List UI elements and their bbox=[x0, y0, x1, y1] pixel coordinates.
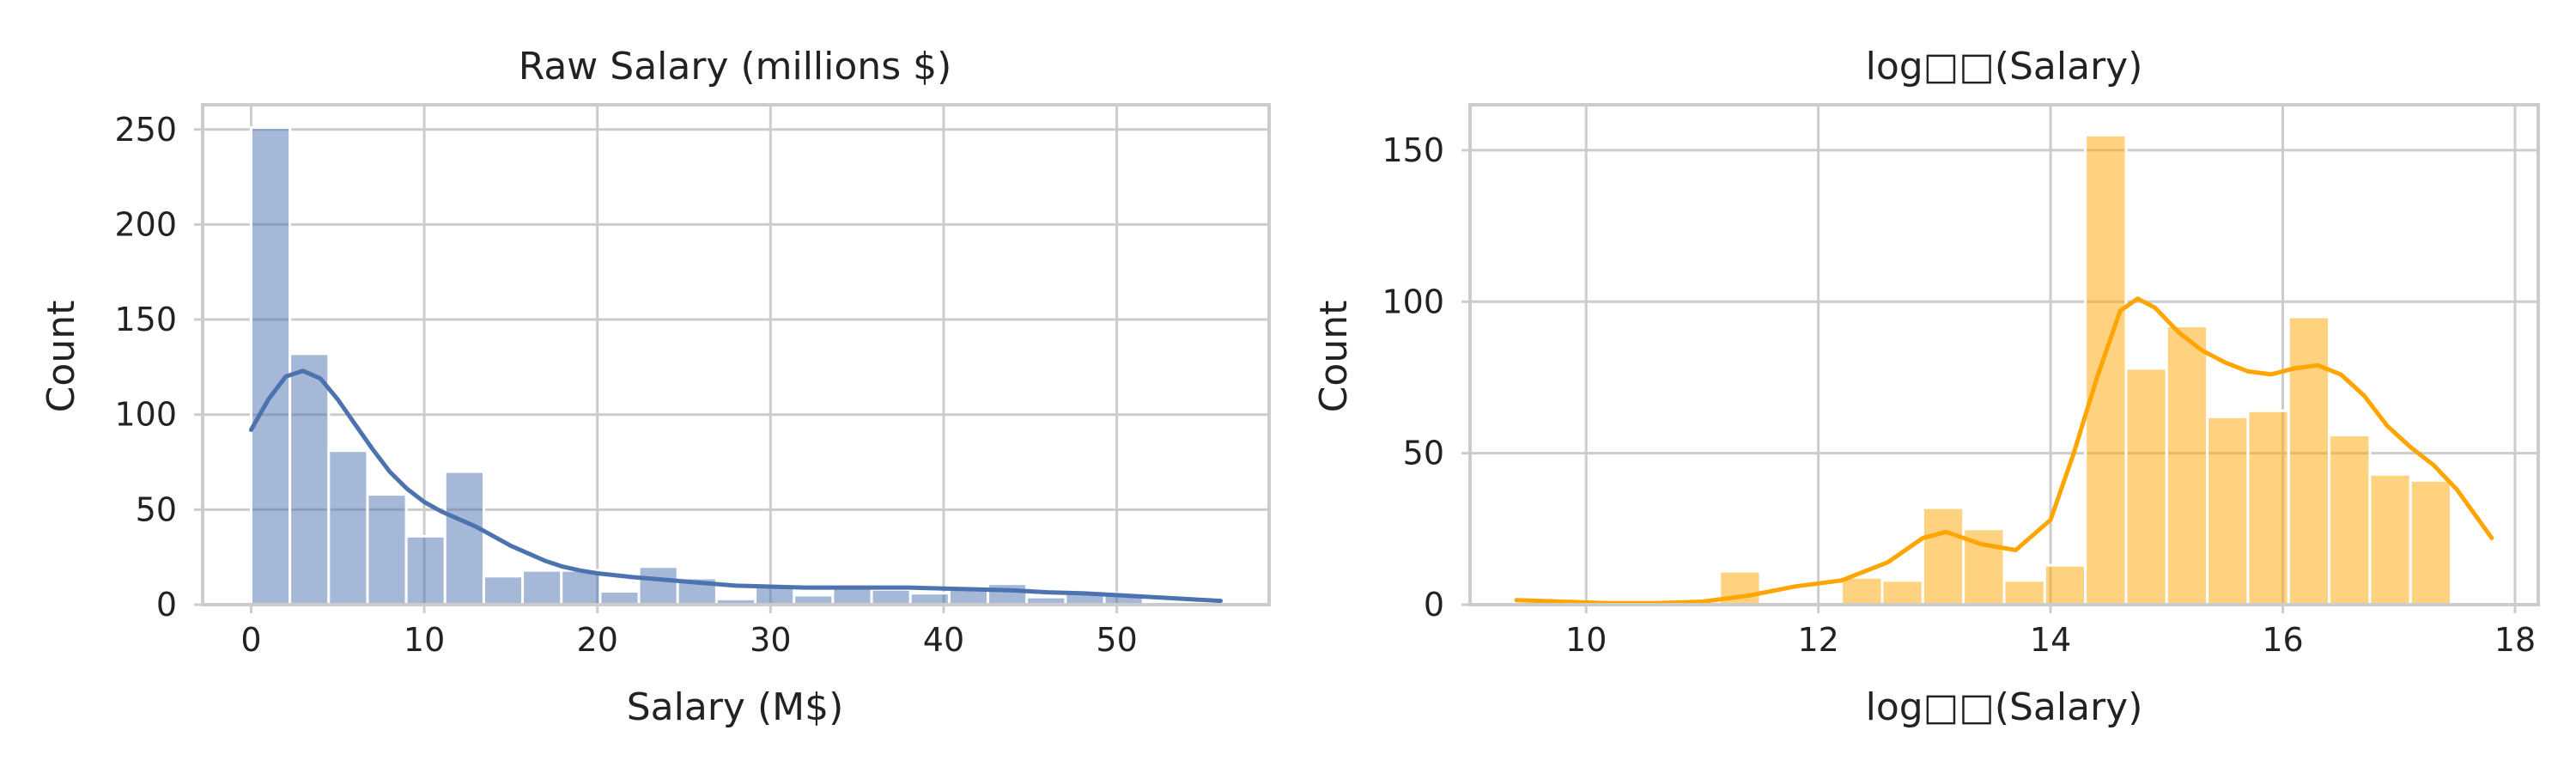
chart-raw-salary: Raw Salary (millions $) Salary (M$) Coun… bbox=[39, 45, 1271, 729]
histogram-bar bbox=[870, 587, 912, 606]
y-axis-label: Count bbox=[39, 301, 83, 413]
histogram-bar bbox=[987, 582, 1029, 606]
histogram-bar bbox=[947, 587, 990, 606]
histogram-bar bbox=[1921, 506, 1965, 606]
histogram-bar bbox=[2409, 478, 2453, 606]
histogram-bar bbox=[2206, 415, 2250, 606]
y-ticks: 0 50 100 150 200 250 bbox=[114, 111, 203, 624]
histogram-bar bbox=[1840, 575, 1884, 606]
histogram-bar bbox=[404, 534, 447, 606]
histogram-bar bbox=[366, 493, 408, 606]
histogram-bar bbox=[637, 565, 679, 606]
x-tick-label: 10 bbox=[1565, 621, 1607, 659]
kde-line bbox=[1514, 296, 2494, 606]
x-tick-label: 20 bbox=[577, 621, 618, 659]
histogram-bar bbox=[598, 590, 641, 606]
y-tick-label: 100 bbox=[1382, 283, 1444, 320]
x-tick-label: 40 bbox=[923, 621, 964, 659]
x-tick-label: 30 bbox=[750, 621, 791, 659]
histogram-bars bbox=[249, 126, 1145, 606]
x-axis-label: log□□(Salary) bbox=[1866, 685, 2143, 729]
y-tick-label: 150 bbox=[114, 301, 177, 338]
histogram-bar bbox=[2165, 324, 2209, 606]
x-tick-label: 50 bbox=[1096, 621, 1137, 659]
y-tick-label: 0 bbox=[156, 586, 177, 624]
histogram-bar bbox=[249, 126, 292, 606]
histogram-bar bbox=[560, 569, 602, 606]
histogram-bar bbox=[2246, 409, 2290, 606]
histogram-bar bbox=[831, 586, 873, 606]
y-tick-label: 250 bbox=[114, 111, 177, 149]
histogram-bar bbox=[2328, 433, 2372, 606]
y-tick-label: 50 bbox=[136, 490, 177, 528]
y-tick-label: 150 bbox=[1382, 131, 1444, 169]
histogram-bar bbox=[2043, 563, 2087, 606]
y-tick-label: 200 bbox=[114, 205, 177, 243]
kde-line bbox=[249, 368, 1223, 604]
plot-frame bbox=[1468, 103, 2540, 606]
histogram-bar bbox=[2084, 133, 2128, 606]
x-tick-label: 14 bbox=[2030, 621, 2071, 659]
x-tick-label: 18 bbox=[2494, 621, 2536, 659]
histogram-bar bbox=[482, 575, 525, 606]
histogram-bar bbox=[2287, 315, 2331, 606]
y-tick-label: 50 bbox=[1403, 435, 1444, 472]
y-axis-label: Count bbox=[1312, 301, 1356, 413]
histogram-bar bbox=[2124, 367, 2168, 606]
histogram-bar bbox=[521, 569, 563, 606]
x-tick-label: 0 bbox=[240, 621, 261, 659]
plot-frame bbox=[201, 103, 1271, 606]
x-tick-label: 12 bbox=[1797, 621, 1838, 659]
y-ticks: 0 50 100 150 bbox=[1382, 131, 1470, 624]
chart-log-salary: log□□(Salary) log□□(Salary) Count 10 12 14… bbox=[1312, 45, 2540, 729]
y-tick-label: 0 bbox=[1424, 586, 1444, 624]
x-ticks: 10 12 14 16 18 bbox=[1565, 605, 2536, 659]
histogram-bar bbox=[443, 470, 485, 606]
y-tick-label: 100 bbox=[114, 396, 177, 434]
x-axis-label: Salary (M$) bbox=[627, 685, 843, 729]
x-tick-label: 10 bbox=[404, 621, 445, 659]
histogram-bar bbox=[2002, 579, 2046, 606]
histogram-bar bbox=[1880, 579, 1924, 606]
histogram-bar bbox=[289, 352, 331, 606]
x-tick-label: 16 bbox=[2262, 621, 2303, 659]
histogram-bars bbox=[1515, 133, 2453, 606]
histogram-bar bbox=[2368, 472, 2412, 606]
x-ticks: 0 10 20 30 40 50 bbox=[240, 605, 1138, 659]
chart-title: Raw Salary (millions $) bbox=[519, 45, 952, 88]
chart-title: log□□(Salary) bbox=[1866, 45, 2143, 88]
histogram-bar bbox=[327, 449, 369, 606]
